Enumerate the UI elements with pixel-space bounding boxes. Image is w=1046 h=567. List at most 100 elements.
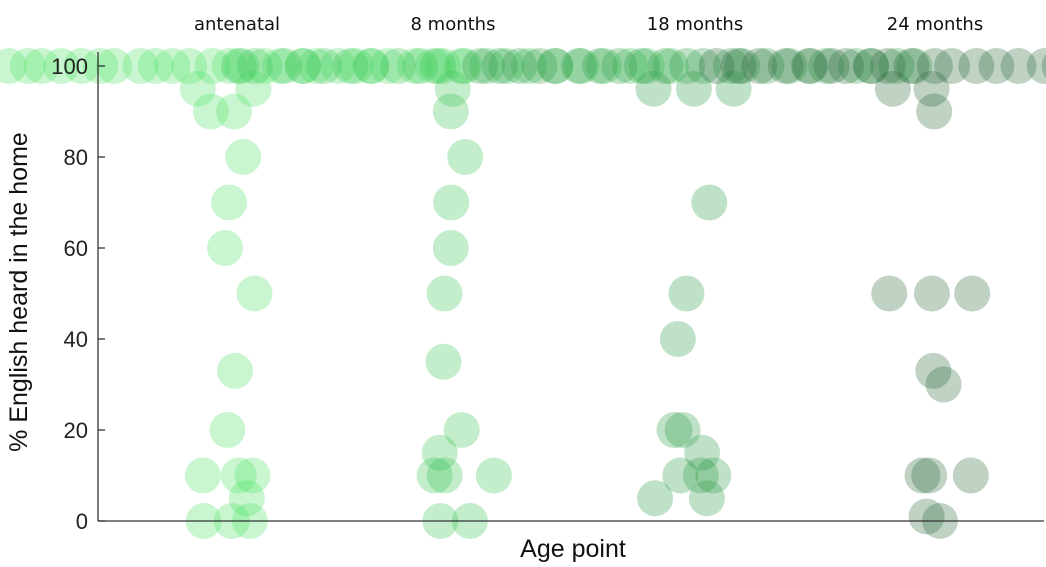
data-point — [904, 457, 941, 494]
data-point — [462, 48, 499, 84]
data-point — [767, 48, 804, 84]
data-point — [698, 48, 735, 84]
data-point — [432, 230, 469, 266]
data-point — [443, 48, 480, 84]
data-point — [0, 48, 27, 84]
data-point — [192, 93, 229, 130]
data-point — [443, 412, 480, 448]
data-point — [266, 48, 303, 84]
data-point — [217, 352, 253, 389]
data-point — [668, 275, 705, 312]
data-point — [352, 48, 389, 84]
data-point — [688, 480, 725, 517]
data-point — [628, 48, 665, 84]
data-point — [896, 48, 933, 84]
data-point — [426, 457, 463, 494]
data-point — [432, 93, 469, 130]
data-point — [235, 70, 272, 107]
data-point — [913, 70, 950, 107]
data-point — [771, 48, 808, 84]
data-point — [911, 457, 948, 494]
group-label: 8 months — [411, 14, 496, 35]
data-point — [9, 48, 46, 84]
data-point — [916, 48, 953, 84]
data-point — [96, 48, 133, 84]
data-point — [425, 48, 461, 84]
data-point — [952, 457, 989, 494]
data-point — [434, 70, 471, 107]
data-point — [682, 457, 719, 494]
data-point — [305, 48, 342, 84]
data-point — [236, 48, 273, 84]
data-point — [934, 48, 970, 84]
data-point — [874, 70, 911, 107]
data-point — [228, 480, 265, 517]
data-point — [223, 48, 260, 84]
data-point — [828, 48, 864, 84]
data-point — [1041, 54, 1046, 78]
data-point — [446, 48, 483, 84]
data-point — [715, 70, 752, 107]
data-point — [285, 48, 322, 84]
data-point — [537, 48, 574, 84]
data-point — [790, 48, 827, 84]
data-point — [396, 48, 433, 84]
data-point — [380, 48, 417, 84]
data-point — [691, 184, 728, 221]
data-point — [447, 139, 484, 175]
y-axis-title: % English heard in the home — [5, 132, 33, 452]
data-point — [137, 48, 174, 84]
data-point — [337, 48, 374, 84]
data-point — [675, 70, 712, 107]
data-point — [537, 48, 573, 84]
data-point — [43, 48, 80, 84]
data-point — [425, 343, 462, 380]
data-point — [669, 48, 705, 84]
data-point — [586, 48, 622, 84]
data-point — [246, 48, 283, 84]
series-3 — [698, 48, 1046, 539]
data-point — [954, 275, 991, 312]
data-point — [23, 48, 60, 84]
data-point — [601, 48, 638, 84]
data-point — [656, 412, 693, 448]
data-point — [748, 48, 785, 84]
data-point — [469, 48, 505, 84]
data-point — [695, 457, 732, 494]
data-point — [234, 457, 271, 494]
data-point — [915, 352, 952, 389]
data-point — [720, 48, 757, 84]
data-point — [684, 434, 721, 471]
data-point — [501, 48, 538, 84]
data-point — [122, 48, 159, 84]
data-point — [838, 48, 874, 84]
data-point — [216, 93, 253, 130]
data-point — [154, 48, 191, 84]
data-point — [426, 275, 463, 312]
y-tick-label: 40 — [64, 327, 88, 352]
data-point — [421, 434, 458, 471]
data-point — [913, 275, 950, 312]
data-point — [207, 230, 244, 266]
data-point — [402, 48, 438, 84]
data-point — [916, 93, 953, 130]
data-point — [419, 48, 456, 84]
data-point — [852, 48, 889, 84]
data-point — [635, 70, 672, 107]
y-tick-label: 80 — [64, 145, 88, 170]
data-point — [415, 48, 452, 84]
data-point — [171, 48, 208, 84]
data-point — [521, 48, 558, 84]
data-point — [236, 275, 273, 312]
data-point — [211, 48, 248, 84]
data-point — [511, 48, 547, 84]
data-point — [563, 48, 600, 84]
y-tick-label: 100 — [51, 54, 88, 79]
data-point — [792, 48, 829, 84]
data-point — [488, 48, 525, 84]
data-point — [958, 48, 995, 84]
labels: Age point % English heard in the home 0 2… — [5, 14, 983, 563]
plot-area — [0, 48, 1046, 539]
series-2 — [462, 48, 933, 517]
